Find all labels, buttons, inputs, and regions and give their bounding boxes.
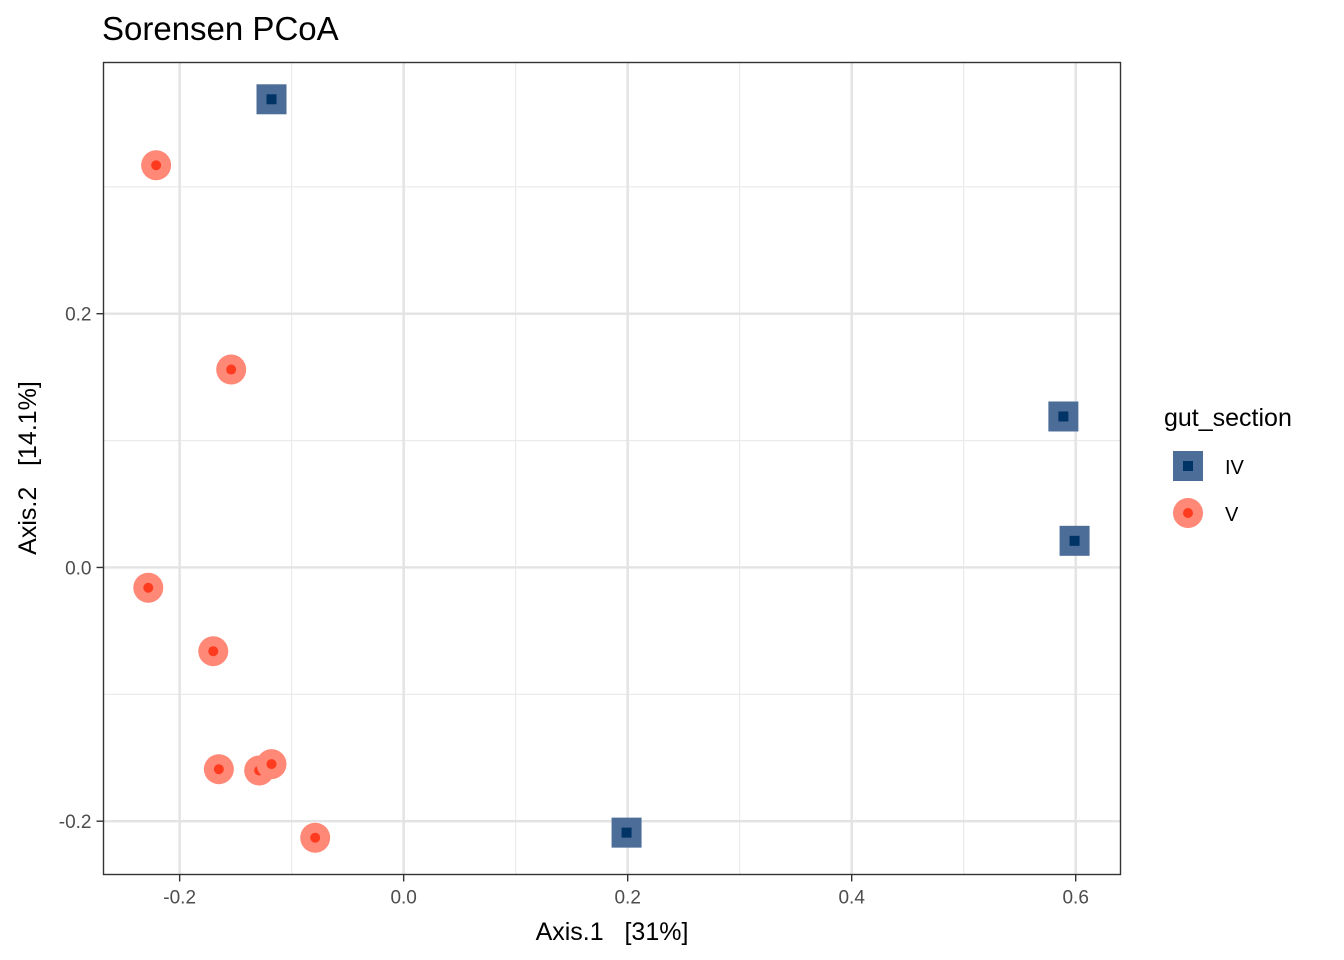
point-core xyxy=(1069,535,1080,546)
x-tick-label: 0.4 xyxy=(838,888,865,909)
data-point-iv xyxy=(1048,401,1079,432)
data-point-v xyxy=(216,354,247,385)
data-point-iv xyxy=(1059,525,1090,556)
point-core xyxy=(226,364,237,375)
legend: gut_section IV V xyxy=(1164,404,1292,528)
legend-label-iv: IV xyxy=(1225,457,1245,479)
point-core xyxy=(208,646,219,657)
point-core xyxy=(1058,411,1069,422)
point-core xyxy=(1183,461,1193,471)
x-tick-label: -0.2 xyxy=(163,888,196,909)
y-tick-label: 0.2 xyxy=(65,305,91,326)
point-core xyxy=(266,94,277,105)
data-points xyxy=(133,84,1090,853)
data-point-v xyxy=(256,749,287,780)
data-point-iv xyxy=(611,817,642,848)
point-core xyxy=(213,764,224,775)
data-point-iv xyxy=(256,84,287,115)
y-tick-label: 0.0 xyxy=(65,558,91,579)
legend-label-v: V xyxy=(1225,504,1239,526)
data-point-v xyxy=(141,150,172,181)
x-tick-label: 0.2 xyxy=(614,888,640,909)
legend-key-iv xyxy=(1173,451,1203,481)
plot-panel xyxy=(103,62,1121,875)
data-point-v xyxy=(300,822,331,853)
point-core xyxy=(1183,508,1193,518)
point-core xyxy=(151,160,162,171)
legend-title: gut_section xyxy=(1164,404,1292,432)
x-tick-label: 0.0 xyxy=(390,888,416,909)
x-tick-label: 0.6 xyxy=(1062,888,1088,909)
point-core xyxy=(266,759,277,770)
data-point-v xyxy=(203,754,234,785)
point-core xyxy=(310,832,321,843)
axes: -0.2 0.0 0.2 0.4 0.6 -0.2 0.0 0.2 xyxy=(59,305,1089,909)
point-core xyxy=(621,827,632,838)
y-axis-title: Axis.2 [14.1%] xyxy=(14,381,42,555)
y-tick-label: -0.2 xyxy=(59,812,92,833)
point-core xyxy=(143,582,154,593)
data-point-v xyxy=(198,636,229,667)
data-point-v xyxy=(133,572,164,603)
panel-border xyxy=(102,61,1122,876)
chart-title: Sorensen PCoA xyxy=(102,10,339,47)
x-axis-title: Axis.1 [31%] xyxy=(536,918,689,946)
legend-key-v xyxy=(1173,498,1203,528)
